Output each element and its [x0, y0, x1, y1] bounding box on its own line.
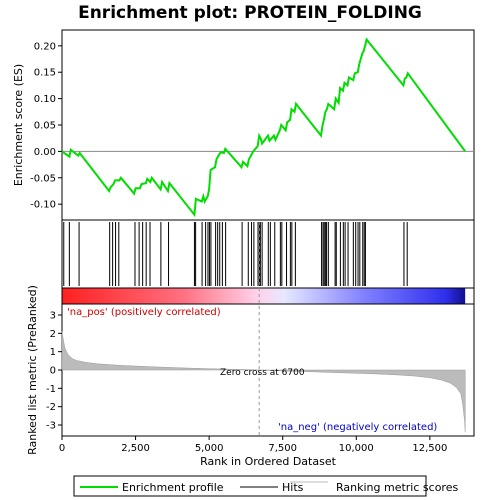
zero-cross-label: Zero cross at 6700 [220, 368, 305, 378]
es-y-ticks: -0.10 -0.05 0.00 0.05 0.10 0.15 0.20 [30, 41, 62, 211]
legend-frame [73, 475, 427, 497]
es-y-tick-label: 0.05 [34, 121, 56, 132]
legend-label-metric: Ranking metric scores [336, 481, 458, 494]
es-y-tick-label: -0.10 [30, 200, 56, 211]
es-y-tick-label: 0.10 [34, 94, 56, 105]
x-tick-label: 0 [59, 443, 65, 454]
pos-correlated-label: 'na_pos' (positively correlated) [67, 307, 221, 318]
legend: Enrichment profile Hits Ranking metric s… [73, 475, 458, 497]
metric-y-tick-label: -1 [46, 384, 56, 395]
hits-panel [61, 219, 475, 289]
x-tick-label: 5,000 [195, 443, 224, 454]
hit-lines [63, 222, 408, 286]
legend-label-enrichment: Enrichment profile [122, 481, 224, 494]
es-curve-group [61, 37, 467, 218]
legend-label-hits: Hits [282, 481, 304, 494]
es-y-axis-label: Enrichment score (ES) [12, 64, 25, 186]
ranking-metric-area [61, 331, 466, 433]
chart-title: Enrichment plot: PROTEIN_FOLDING [78, 3, 422, 23]
x-tick-label: 12,500 [412, 443, 447, 454]
es-panel-frame [61, 29, 475, 221]
metric-y-tick-label: 3 [50, 311, 56, 322]
es-y-tick-label: 0.00 [34, 147, 56, 158]
es-y-tick-label: 0.15 [34, 68, 56, 79]
metric-y-ticks: -3 -2 -1 0 1 2 3 [46, 311, 62, 432]
metric-y-tick-label: 2 [50, 329, 56, 340]
metric-y-axis-label: Ranked list metric (PreRanked) [26, 285, 39, 455]
metric-y-tick-label: -2 [46, 402, 56, 413]
x-ticks: 0 2,500 5,000 7,500 10,000 12,500 [59, 436, 447, 454]
x-axis-label: Rank in Ordered Dataset [200, 455, 337, 468]
metric-y-tick-label: 0 [50, 366, 56, 377]
metric-y-tick-label: 1 [50, 347, 56, 358]
es-panel: -0.10 -0.05 0.00 0.05 0.10 0.15 0.20 Enrichmen… [12, 29, 475, 221]
es-y-tick-label: 0.20 [34, 41, 56, 52]
x-tick-label: 7,500 [268, 443, 297, 454]
metric-y-tick-label: -3 [46, 421, 56, 432]
es-y-tick-label: -0.05 [30, 173, 56, 184]
neg-correlated-label: 'na_neg' (negatively correlated) [278, 422, 437, 433]
x-tick-label: 10,000 [339, 443, 374, 454]
es-curve-line [61, 37, 467, 218]
ranking-color-bar [62, 288, 466, 304]
x-tick-label: 2,500 [121, 443, 150, 454]
